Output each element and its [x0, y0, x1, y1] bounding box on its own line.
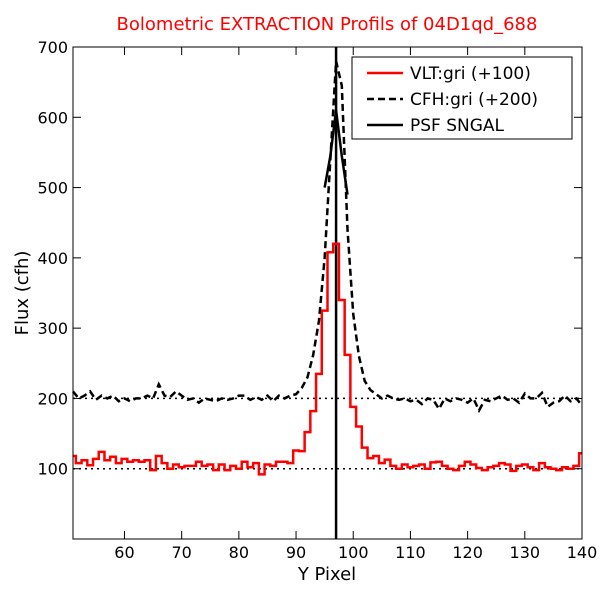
x-tick-label: 100	[338, 543, 369, 562]
y-tick-label: 500	[37, 179, 68, 198]
x-tick-label: 130	[510, 543, 541, 562]
x-tick-label: 60	[114, 543, 134, 562]
y-tick-label: 400	[37, 249, 68, 268]
y-tick-label: 200	[37, 389, 68, 408]
legend-label: CFH:gri (+200)	[410, 90, 538, 110]
y-tick-label: 600	[37, 108, 68, 127]
axis-ticks: 60 70 80 90 100 110 120 130 140 100 200 300 400 500 60…	[37, 38, 597, 562]
x-tick-label: 80	[229, 543, 249, 562]
plot-frame	[72, 46, 583, 540]
series-line-2	[323, 110, 349, 195]
legend-label: VLT:gri (+100)	[410, 64, 531, 84]
y-tick-label: 700	[37, 38, 68, 57]
x-tick-label: 110	[395, 543, 426, 562]
x-tick-label: 70	[171, 543, 191, 562]
chart-title: Bolometric EXTRACTION Profils of 04D1qd_…	[117, 14, 538, 35]
y-tick-label: 100	[37, 460, 68, 479]
legend-label: PSF SNGAL	[410, 116, 505, 136]
plot-area	[72, 47, 583, 539]
series-line-1	[72, 60, 583, 414]
x-tick-label: 120	[452, 543, 483, 562]
y-tick-label: 300	[37, 319, 68, 338]
y-axis-title: Flux (cfh)	[12, 251, 33, 336]
x-tick-label: 140	[567, 543, 598, 562]
legend: VLT:gri (+100) CFH:gri (+200) PSF SNGAL	[351, 56, 573, 140]
x-axis-title: Y Pixel	[297, 564, 356, 585]
series-line-0	[73, 242, 582, 476]
x-tick-label: 90	[286, 543, 306, 562]
